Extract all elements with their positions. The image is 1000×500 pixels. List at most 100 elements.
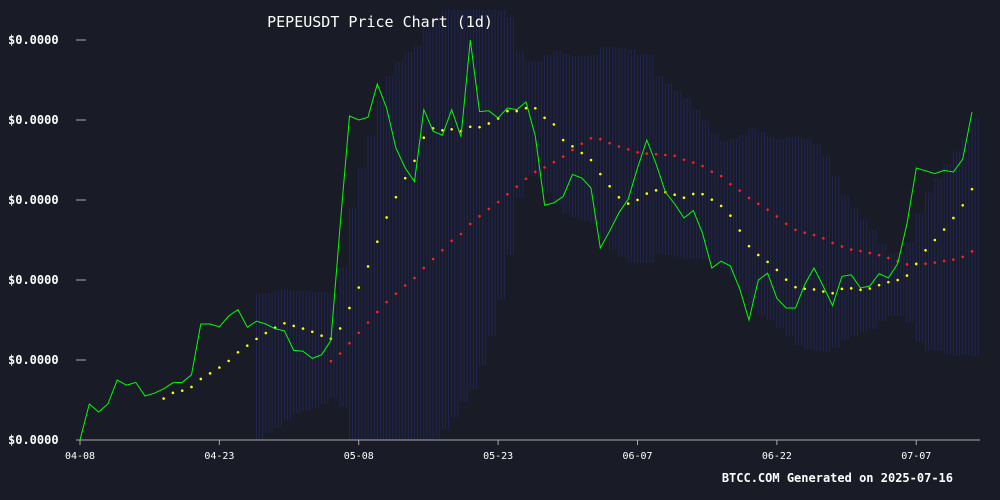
ma-short-point (255, 337, 258, 341)
ma-long-point (348, 341, 351, 345)
ma-long-point (376, 310, 379, 314)
ma-short-point (310, 330, 314, 334)
ma-long-point (357, 331, 361, 335)
ma-long-point (803, 231, 807, 235)
y-axis-ticks: $0.0000 $0.0000 $0.0000 $0.0000 $0.0000 $0.00… (8, 33, 86, 447)
ma-long-point (747, 196, 751, 200)
ma-long-point (589, 136, 593, 140)
ma-long-point (942, 259, 946, 263)
ma-long-point (459, 232, 463, 236)
ma-short-point (914, 262, 918, 266)
y-tick-label: $0.0000 (8, 433, 59, 447)
ma-long-point (506, 192, 509, 196)
ma-long-point (478, 214, 481, 218)
ma-short-point (701, 192, 704, 196)
ma-short-point (171, 391, 175, 395)
ma-short-point (190, 385, 193, 389)
ma-short-point (617, 195, 621, 199)
series-price (79, 39, 973, 441)
ma-long-point (608, 141, 611, 145)
ma-short-point (524, 106, 528, 110)
ma-long-point (654, 152, 658, 156)
ma-short-point (877, 283, 881, 287)
ma-short-point (468, 125, 472, 129)
ma-long-point (682, 158, 686, 161)
ma-short-point (403, 176, 407, 180)
ma-short-point (413, 159, 416, 163)
ma-long-point (794, 228, 797, 232)
ma-short-point (645, 192, 649, 195)
ma-short-point (822, 290, 825, 293)
ma-long-point (413, 276, 416, 280)
ma-short-point (654, 189, 658, 192)
ma-long-point (952, 258, 955, 261)
ma-long-point (849, 248, 853, 251)
ma-short-point (218, 366, 221, 369)
ma-short-point (338, 327, 342, 330)
ma-long-point (552, 160, 556, 164)
ma-short-point (580, 151, 584, 155)
ma-long-point (441, 248, 444, 252)
ma-long-point (515, 185, 519, 188)
ma-short-point (747, 244, 751, 248)
ma-long-point (561, 155, 565, 158)
ma-short-point (803, 287, 807, 291)
ma-short-point (561, 138, 565, 142)
ma-short-point (245, 344, 249, 347)
ma-long-point (719, 174, 723, 178)
ma-short-point (385, 216, 388, 219)
ma-short-point (357, 286, 361, 289)
ma-long-point (887, 256, 890, 260)
ma-short-point (756, 253, 760, 257)
ma-long-point (933, 261, 937, 264)
ma-long-point (468, 222, 472, 226)
x-axis-ticks: 04-08 04-23 05-08 05-23 06-07 06-22 07-07 (65, 440, 931, 462)
ma-short-point (784, 278, 788, 281)
ma-long-point (905, 263, 909, 266)
ma-short-point (283, 321, 286, 325)
ma-long-point (394, 292, 398, 296)
ma-long-point (756, 202, 760, 206)
ma-short-point (515, 109, 519, 113)
ma-short-point (738, 229, 742, 232)
ma-short-point (775, 268, 779, 272)
y-tick-label: $0.0000 (8, 273, 59, 287)
ma-short-point (487, 122, 491, 125)
ma-long-point (580, 142, 584, 145)
ma-long-point (533, 170, 537, 174)
ma-short-point (543, 116, 546, 120)
y-tick-label: $0.0000 (8, 193, 59, 207)
ma-short-point (952, 216, 955, 220)
ma-short-point (227, 359, 230, 363)
x-tick-label: 05-23 (483, 451, 513, 462)
ma-long-point (970, 250, 974, 253)
ma-short-point (933, 238, 937, 242)
ma-short-point (970, 187, 974, 191)
x-tick-label: 04-08 (65, 451, 95, 462)
ma-long-point (868, 251, 872, 255)
ma-short-point (264, 331, 268, 335)
ma-short-point (691, 192, 695, 196)
ma-short-point (162, 397, 165, 400)
ma-long-point (636, 151, 639, 154)
ma-long-point (599, 137, 602, 141)
ma-short-point (794, 285, 797, 289)
ma-long-point (877, 253, 881, 257)
x-tick-label: 04-23 (204, 451, 234, 462)
ma-long-point (403, 284, 407, 287)
ma-long-point (338, 352, 342, 355)
chart-footer: BTCC.COM Generated on 2025-07-16 (722, 471, 953, 485)
ma-long-point (812, 233, 816, 237)
ma-long-point (961, 255, 965, 259)
ma-short-point (478, 125, 481, 129)
ma-long-point (766, 208, 769, 211)
ma-short-point (506, 109, 509, 113)
x-tick-label: 07-07 (901, 451, 931, 462)
ma-short-point (673, 193, 676, 197)
ma-short-point (859, 288, 862, 292)
ma-short-point (840, 287, 844, 291)
ma-short-point (626, 202, 630, 205)
ma-long-point (840, 245, 844, 248)
ma-short-point (589, 158, 593, 162)
